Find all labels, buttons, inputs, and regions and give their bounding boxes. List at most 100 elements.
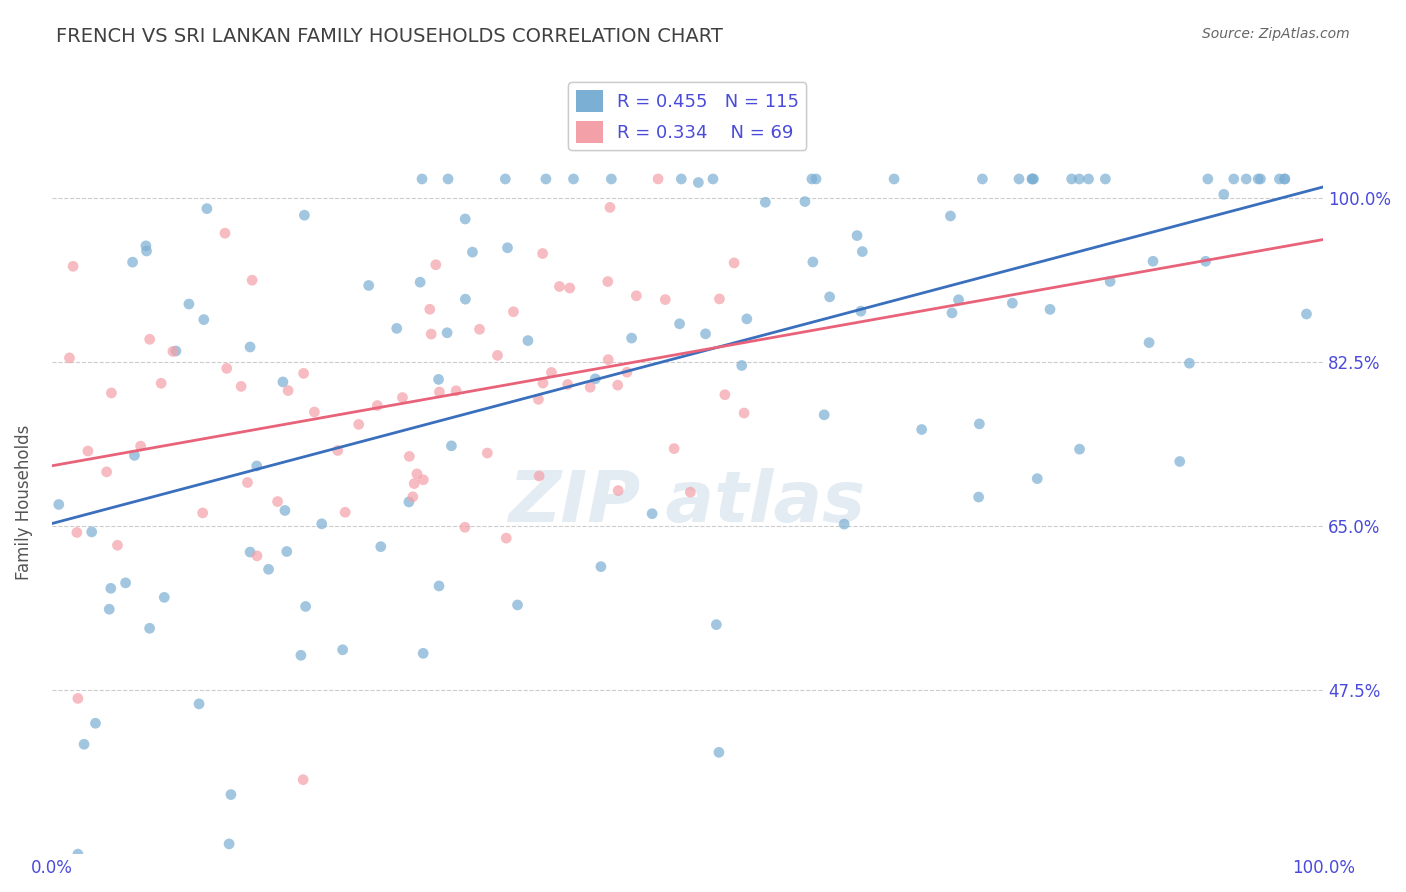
Point — [391, 391, 413, 405]
Point — [257, 562, 280, 576]
Point — [135, 239, 157, 253]
Point — [266, 494, 288, 508]
Point — [495, 531, 517, 545]
Point — [620, 331, 643, 345]
Point — [589, 559, 612, 574]
Point — [236, 475, 259, 490]
Point — [188, 697, 211, 711]
Point — [1026, 472, 1049, 486]
Point — [626, 289, 648, 303]
Point — [165, 343, 187, 358]
Point — [437, 172, 460, 186]
Point — [444, 384, 467, 398]
Point — [641, 507, 664, 521]
Text: Source: ZipAtlas.com: Source: ZipAtlas.com — [1202, 27, 1350, 41]
Point — [818, 290, 841, 304]
Point — [1001, 296, 1024, 310]
Point — [1222, 172, 1244, 186]
Point — [409, 275, 432, 289]
Text: FRENCH VS SRI LANKAN FAMILY HOUSEHOLDS CORRELATION CHART: FRENCH VS SRI LANKAN FAMILY HOUSEHOLDS C… — [56, 27, 723, 45]
Point — [1274, 172, 1296, 186]
Point — [440, 439, 463, 453]
Point — [540, 366, 562, 380]
Point — [607, 483, 630, 498]
Point — [406, 467, 429, 481]
Point — [813, 408, 835, 422]
Point — [292, 772, 315, 787]
Point — [527, 469, 550, 483]
Point — [326, 443, 349, 458]
Point — [191, 506, 214, 520]
Point — [177, 297, 200, 311]
Point — [246, 458, 269, 473]
Point — [429, 384, 451, 399]
Point — [735, 311, 758, 326]
Point — [402, 490, 425, 504]
Point — [695, 326, 717, 341]
Point — [461, 245, 484, 260]
Point — [294, 599, 316, 614]
Point — [100, 582, 122, 596]
Point — [96, 465, 118, 479]
Point — [219, 788, 242, 802]
Point — [357, 278, 380, 293]
Point — [1178, 356, 1201, 370]
Point — [1099, 275, 1122, 289]
Point — [723, 256, 745, 270]
Point — [801, 255, 824, 269]
Point — [654, 293, 676, 307]
Point — [398, 450, 420, 464]
Point — [704, 617, 727, 632]
Point — [135, 244, 157, 258]
Point — [600, 172, 623, 186]
Point — [124, 448, 146, 462]
Point — [679, 485, 702, 500]
Point — [214, 226, 236, 240]
Point — [231, 379, 253, 393]
Point — [276, 544, 298, 558]
Point — [754, 195, 776, 210]
Point — [347, 417, 370, 432]
Point — [193, 312, 215, 326]
Point — [911, 423, 934, 437]
Point — [1094, 172, 1116, 186]
Point — [671, 172, 693, 186]
Point — [218, 837, 240, 851]
Point — [84, 716, 107, 731]
Point — [506, 598, 529, 612]
Point — [454, 211, 477, 226]
Point — [1137, 335, 1160, 350]
Point — [1021, 172, 1043, 186]
Point — [80, 524, 103, 539]
Point — [1008, 172, 1031, 186]
Point — [454, 292, 477, 306]
Point — [731, 359, 754, 373]
Point — [534, 172, 557, 186]
Point — [398, 495, 420, 509]
Point — [709, 292, 731, 306]
Point — [121, 255, 143, 269]
Point — [702, 172, 724, 186]
Y-axis label: Family Households: Family Households — [15, 425, 32, 580]
Point — [849, 304, 872, 318]
Point — [606, 378, 628, 392]
Point — [1077, 172, 1099, 186]
Point — [292, 367, 315, 381]
Point — [468, 322, 491, 336]
Point — [304, 405, 326, 419]
Point — [73, 737, 96, 751]
Point — [486, 348, 509, 362]
Point — [1247, 172, 1270, 186]
Point — [707, 745, 730, 759]
Point — [239, 340, 262, 354]
Point — [215, 361, 238, 376]
Point — [427, 372, 450, 386]
Point — [311, 516, 333, 531]
Point — [714, 388, 737, 402]
Point — [153, 591, 176, 605]
Point — [333, 505, 356, 519]
Point — [1249, 172, 1271, 186]
Point — [851, 244, 873, 259]
Point — [239, 545, 262, 559]
Point — [246, 549, 269, 563]
